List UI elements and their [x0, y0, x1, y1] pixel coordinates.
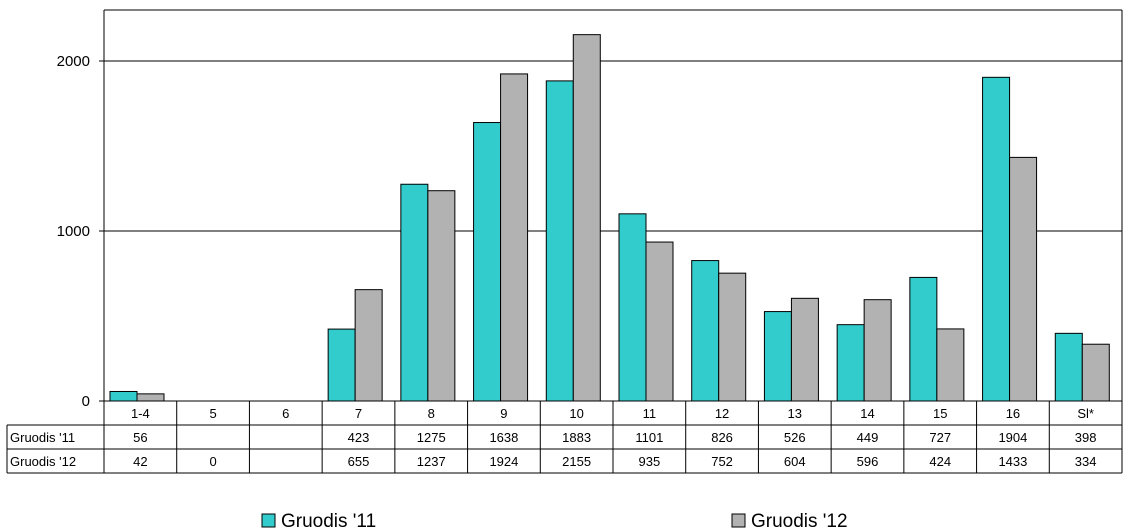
legend-label: Gruodis '11 — [281, 511, 376, 531]
bar — [500, 73, 529, 402]
bar — [790, 297, 819, 402]
bar — [473, 122, 502, 402]
y-tick-label: 1000 — [57, 223, 90, 240]
plot-frame — [103, 9, 1123, 401]
bar — [1009, 156, 1038, 402]
x-tick-label: 7 — [355, 406, 362, 421]
bar — [982, 76, 1011, 402]
x-tick-label: 16 — [1006, 406, 1020, 421]
bar — [427, 190, 456, 402]
data-label: 423 — [348, 430, 370, 445]
data-label: 1237 — [417, 454, 446, 469]
data-table: 1-4 5 6 7 8 9 10 11 12 13 14 15 16 Sl*Gruodis '11 56 42… — [6, 400, 1123, 474]
y-tick-label: 0 — [82, 393, 90, 410]
bar — [327, 328, 356, 402]
bar — [136, 393, 165, 402]
data-label: 604 — [784, 454, 806, 469]
data-label: 0 — [209, 454, 216, 469]
data-label: 2155 — [562, 454, 591, 469]
data-label: 826 — [711, 430, 733, 445]
data-label: 1638 — [489, 430, 518, 445]
x-tick-label: 5 — [209, 406, 216, 421]
data-label: 935 — [639, 454, 661, 469]
bar — [836, 324, 865, 402]
data-label: 1904 — [998, 430, 1027, 445]
data-label: 1275 — [417, 430, 446, 445]
x-tick-label: 14 — [860, 406, 874, 421]
data-label: 1883 — [562, 430, 591, 445]
x-tick-label: 9 — [500, 406, 507, 421]
data-label: 42 — [133, 454, 147, 469]
bar — [354, 289, 383, 402]
data-label: 752 — [711, 454, 733, 469]
data-label: 56 — [133, 430, 147, 445]
legend-swatch — [261, 513, 276, 528]
x-tick-label: 11 — [643, 406, 657, 421]
legend: Gruodis '11 Gruodis '12 — [261, 511, 848, 531]
x-tick-label: 10 — [569, 406, 583, 421]
table-series-label: Gruodis '12 — [10, 454, 76, 469]
x-tick-label: 13 — [788, 406, 802, 421]
y-axis: 0 1000 2000 — [57, 53, 104, 410]
data-label: 526 — [784, 430, 806, 445]
legend-label: Gruodis '12 — [751, 511, 848, 531]
data-label: 334 — [1075, 454, 1097, 469]
bar — [618, 213, 647, 402]
y-tick-label: 2000 — [57, 53, 90, 70]
x-tick-label: 1-4 — [131, 406, 150, 421]
bar — [763, 311, 792, 402]
bar — [1081, 343, 1110, 402]
bar — [718, 272, 747, 402]
bar — [936, 328, 965, 402]
bar — [645, 241, 674, 402]
data-label: 398 — [1075, 430, 1097, 445]
data-label: 1433 — [998, 454, 1027, 469]
x-tick-label: 6 — [282, 406, 289, 421]
x-tick-label: Sl* — [1077, 406, 1094, 421]
data-label: 449 — [857, 430, 879, 445]
data-label: 655 — [348, 454, 370, 469]
x-tick-label: 15 — [933, 406, 947, 421]
bar — [691, 260, 720, 402]
x-tick-label: 8 — [428, 406, 435, 421]
legend-swatch — [731, 513, 746, 528]
gridlines — [104, 60, 1122, 232]
bar — [400, 183, 429, 402]
bar — [109, 390, 138, 402]
bar — [545, 80, 574, 402]
x-tick-label: 12 — [715, 406, 729, 421]
bar — [572, 34, 601, 402]
bar — [909, 276, 938, 402]
data-label: 1101 — [635, 430, 663, 445]
data-label: 424 — [929, 454, 951, 469]
data-label: 727 — [929, 430, 951, 445]
data-label: 596 — [857, 454, 879, 469]
bar — [863, 299, 892, 402]
bars — [109, 34, 1110, 402]
table-series-label: Gruodis '11 — [10, 430, 75, 445]
data-label: 1924 — [489, 454, 518, 469]
bar — [1054, 332, 1083, 402]
